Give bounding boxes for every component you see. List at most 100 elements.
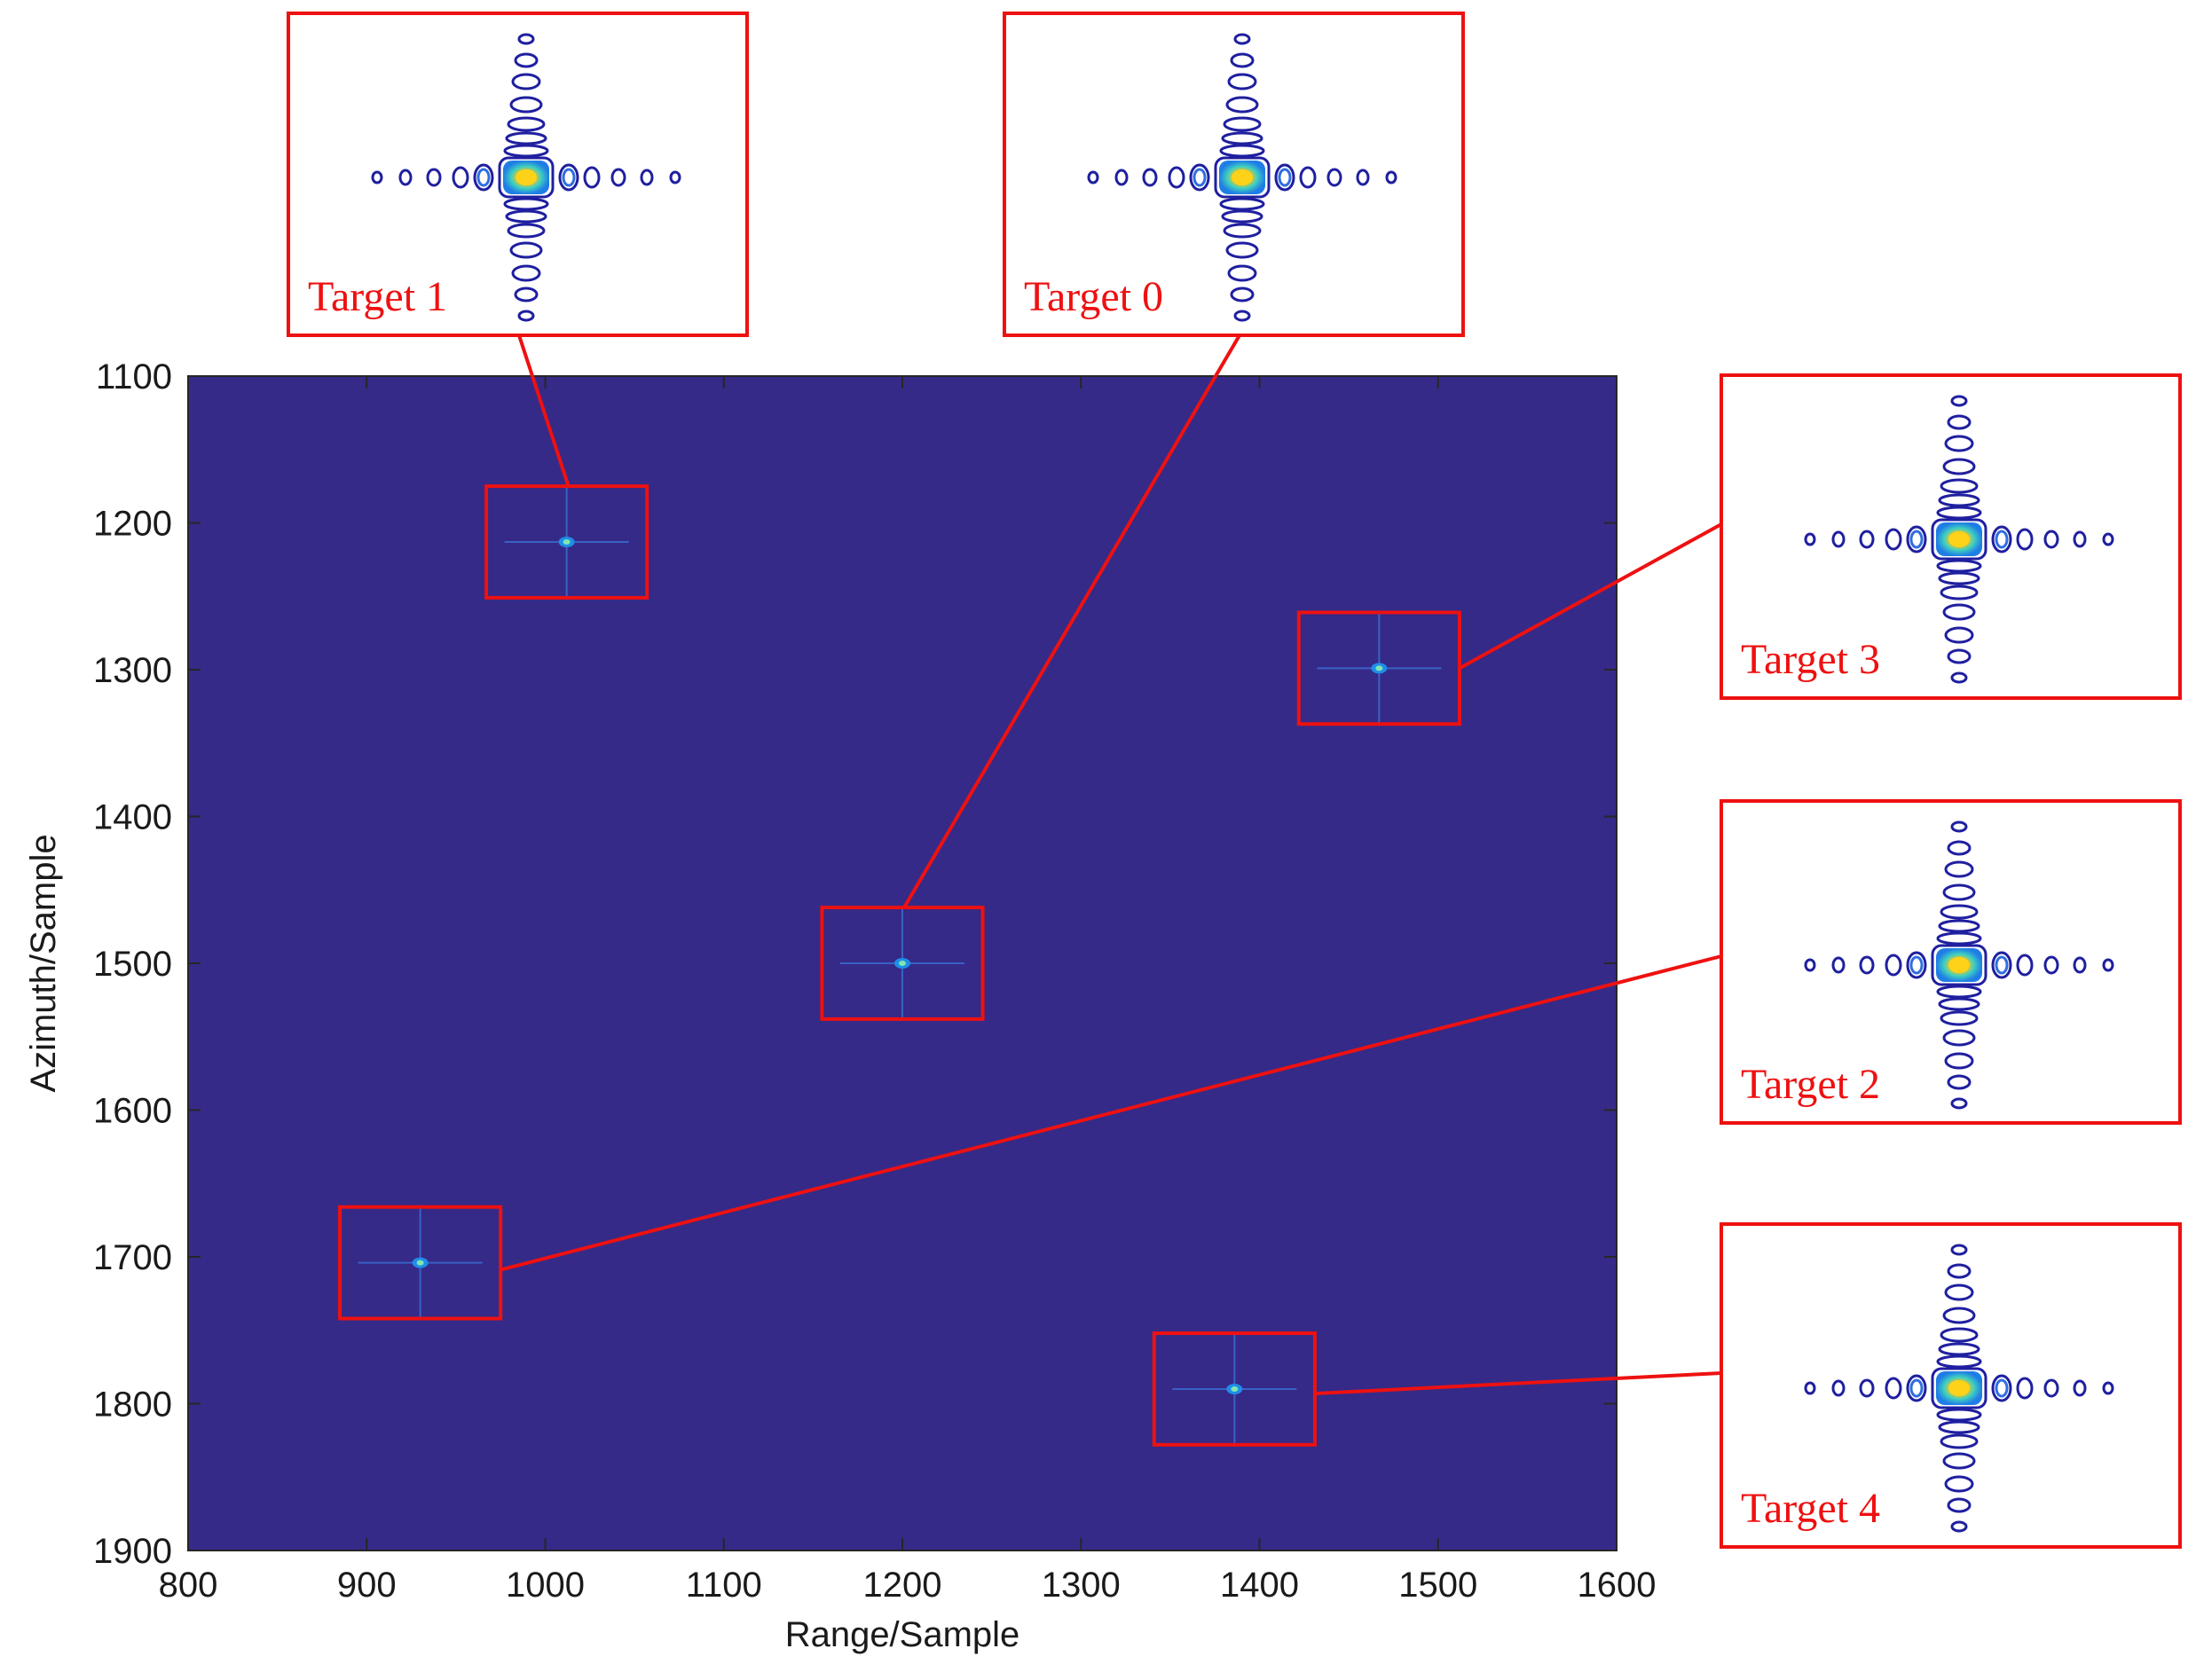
range-sidelobe-contour bbox=[1909, 1378, 1924, 1398]
y-tick-label: 1600 bbox=[93, 1092, 172, 1131]
inset-label: Target 3 bbox=[1741, 636, 1880, 683]
azimuth-sidelobe-contour bbox=[507, 116, 546, 132]
peak-core bbox=[1948, 1380, 1970, 1396]
range-sidelobe-contour bbox=[1192, 168, 1207, 187]
target-peak bbox=[1231, 1386, 1239, 1392]
y-tick-label: 1900 bbox=[93, 1532, 172, 1571]
range-sidelobe-contour bbox=[1995, 955, 2009, 975]
azimuth-sidelobe-contour bbox=[1950, 395, 1968, 407]
azimuth-sidelobe-contour bbox=[1950, 1097, 1968, 1110]
x-tick-label: 900 bbox=[337, 1566, 397, 1605]
azimuth-sidelobe-contour bbox=[1940, 585, 1979, 601]
range-sidelobe-contour bbox=[426, 168, 442, 187]
azimuth-sidelobe-contour bbox=[1938, 919, 1980, 933]
range-sidelobe-contour bbox=[2102, 1381, 2114, 1395]
x-tick-label: 1600 bbox=[1578, 1566, 1657, 1605]
azimuth-sidelobe-contour bbox=[1230, 287, 1255, 302]
azimuth-sidelobe-contour bbox=[503, 197, 549, 211]
peak-core bbox=[1232, 169, 1253, 185]
azimuth-sidelobe-contour bbox=[1947, 414, 1972, 430]
range-sidelobe-contour bbox=[2016, 1377, 2034, 1400]
inset-target-3: Target 3 bbox=[1720, 373, 2182, 700]
target-point bbox=[840, 906, 964, 1021]
azimuth-sidelobe-contour bbox=[514, 52, 539, 68]
azimuth-sidelobe-contour bbox=[1938, 493, 1980, 507]
range-sidelobe-contour bbox=[1831, 530, 1846, 548]
range-sidelobe-contour bbox=[2102, 958, 2114, 972]
azimuth-sidelobe-contour bbox=[1940, 1327, 1979, 1343]
range-sidelobe-contour bbox=[1991, 525, 2012, 553]
mainlobe-contour bbox=[1214, 156, 1271, 199]
azimuth-sidelobe-contour bbox=[509, 96, 543, 114]
range-sidelobe-contour bbox=[669, 170, 681, 184]
azimuth-sidelobe-contour bbox=[514, 287, 539, 302]
range-sidelobe-contour bbox=[1087, 170, 1099, 184]
azimuth-sidelobe-contour bbox=[507, 223, 546, 239]
mainlobe-contour bbox=[1931, 944, 1987, 986]
inset-target-0: Target 0 bbox=[1003, 12, 1465, 337]
azimuth-sidelobe-contour bbox=[1230, 52, 1255, 68]
leader-line bbox=[1458, 522, 1722, 671]
range-sidelobe-contour bbox=[610, 168, 626, 187]
azimuth-sidelobe-contour bbox=[1947, 840, 1972, 856]
range-sidelobe-contour bbox=[1906, 525, 1927, 553]
azimuth-sidelobe-contour bbox=[511, 73, 541, 90]
x-tick-label: 1400 bbox=[1220, 1566, 1299, 1605]
range-sidelobe-contour bbox=[1274, 163, 1295, 192]
azimuth-sidelobe-contour bbox=[1940, 904, 1979, 920]
azimuth-sidelobe-contour bbox=[1942, 603, 1976, 621]
azimuth-sidelobe-contour bbox=[1223, 116, 1262, 132]
range-sidelobe-contour bbox=[1885, 954, 1902, 977]
azimuth-sidelobe-contour bbox=[1940, 1010, 1979, 1026]
azimuth-sidelobe-contour bbox=[1944, 626, 1974, 644]
x-tick-label: 800 bbox=[159, 1566, 218, 1605]
azimuth-sidelobe-contour bbox=[1950, 671, 1968, 684]
range-sidelobe-contour bbox=[1991, 951, 2012, 979]
azimuth-sidelobe-contour bbox=[1936, 506, 1982, 520]
x-tick-label: 1100 bbox=[686, 1566, 762, 1605]
azimuth-sidelobe-contour bbox=[1950, 1520, 1968, 1533]
target-peak bbox=[563, 539, 571, 546]
azimuth-sidelobe-contour bbox=[509, 241, 543, 259]
range-sidelobe-contour bbox=[1168, 166, 1185, 189]
azimuth-sidelobe-contour bbox=[1947, 1263, 1972, 1279]
azimuth-sidelobe-contour bbox=[1221, 209, 1263, 224]
inset-target-2: Target 2 bbox=[1720, 799, 2182, 1125]
azimuth-sidelobe-contour bbox=[1233, 310, 1251, 322]
azimuth-sidelobe-contour bbox=[1942, 1307, 1976, 1324]
azimuth-sidelobe-contour bbox=[1942, 1452, 1976, 1470]
x-tick-label: 1300 bbox=[1042, 1566, 1121, 1605]
range-sidelobe-contour bbox=[1385, 170, 1397, 184]
range-sidelobe-contour bbox=[1278, 168, 1292, 187]
azimuth-sidelobe-contour bbox=[1227, 264, 1257, 282]
range-sidelobe-contour bbox=[476, 168, 491, 187]
range-sidelobe-contour bbox=[1356, 169, 1370, 186]
range-sidelobe-contour bbox=[1885, 1377, 1902, 1400]
range-sidelobe-contour bbox=[1906, 951, 1927, 979]
zoom-box bbox=[1296, 610, 1461, 726]
y-tick-label: 1700 bbox=[93, 1238, 172, 1277]
azimuth-sidelobe-contour bbox=[511, 264, 541, 282]
range-sidelobe-contour bbox=[1909, 955, 1924, 975]
mainlobe-contour bbox=[1931, 518, 1987, 561]
azimuth-sidelobe-contour bbox=[517, 33, 535, 45]
y-tick-label: 1200 bbox=[93, 505, 172, 544]
azimuth-sidelobe-contour bbox=[1938, 571, 1980, 585]
azimuth-sidelobe-contour bbox=[1950, 820, 1968, 833]
range-sidelobe-contour bbox=[583, 166, 601, 189]
inset-target-1: Target 1 bbox=[287, 12, 749, 337]
target-peak bbox=[416, 1260, 424, 1266]
zoom-insets: Target 0 Target 1 Target 2 Target 3 Target 4 bbox=[287, 12, 2182, 1549]
leader-line bbox=[1314, 1371, 1722, 1396]
range-sidelobe-contour bbox=[562, 168, 576, 187]
mainlobe-contour bbox=[1931, 1367, 1987, 1409]
peak-core bbox=[1948, 531, 1970, 547]
target-point bbox=[1317, 610, 1442, 726]
target-point bbox=[358, 1205, 483, 1321]
azimuth-sidelobe-contour bbox=[1942, 458, 1976, 475]
y-axis-label: Azimuth/Sample bbox=[24, 834, 63, 1092]
azimuth-sidelobe-contour bbox=[1936, 559, 1982, 573]
azimuth-sidelobe-contour bbox=[505, 131, 547, 145]
range-sidelobe-contour bbox=[2043, 530, 2059, 549]
inset-label: Target 0 bbox=[1024, 273, 1163, 320]
